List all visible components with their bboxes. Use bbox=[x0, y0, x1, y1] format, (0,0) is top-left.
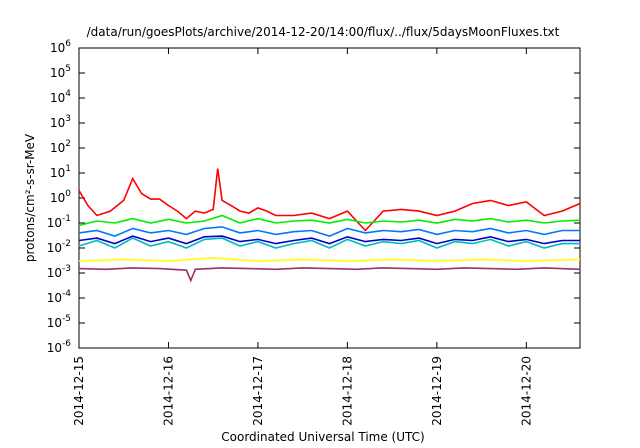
x-tick-label: 2014-12-19 bbox=[430, 356, 444, 426]
y-tick-label: 103 bbox=[50, 114, 71, 130]
series-line-6 bbox=[78, 267, 581, 283]
x-tick-label: 2014-12-15 bbox=[72, 356, 86, 426]
x-tick-label: 2014-12-16 bbox=[161, 356, 175, 426]
y-tick-label: 100 bbox=[50, 189, 71, 205]
x-axis-ticks: 2014-12-15 2014-12-16 2014-12-17 2014-12-18… bbox=[72, 48, 533, 426]
y-tick-label: 10-2 bbox=[47, 239, 71, 255]
y-tick-label: 10-1 bbox=[47, 214, 71, 230]
y-tick-label: 102 bbox=[50, 139, 71, 155]
y-tick-label: 106 bbox=[50, 39, 71, 55]
y-tick-label: 10-4 bbox=[47, 289, 72, 305]
y-tick-label: 104 bbox=[50, 89, 71, 105]
x-tick-label: 2014-12-17 bbox=[251, 356, 265, 426]
chart-title: /data/run/goesPlots/archive/2014-12-20/1… bbox=[87, 25, 560, 39]
y-tick-label: 10-5 bbox=[47, 314, 71, 330]
x-tick-label: 2014-12-18 bbox=[340, 356, 354, 426]
series-line-5 bbox=[78, 257, 581, 262]
series-line-2 bbox=[78, 226, 580, 237]
y-tick-label: 105 bbox=[50, 64, 71, 80]
y-tick-label: 10-3 bbox=[47, 264, 71, 280]
plot-area bbox=[78, 47, 581, 349]
y-tick-label: 101 bbox=[50, 164, 71, 180]
series-line-4 bbox=[78, 235, 580, 245]
chart-series bbox=[78, 168, 581, 283]
x-tick-label: 2014-12-20 bbox=[519, 356, 533, 426]
series-line-3 bbox=[78, 237, 580, 249]
y-tick-label: 10-6 bbox=[47, 339, 72, 355]
series-line-1 bbox=[78, 214, 581, 227]
x-axis-label: Coordinated Universal Time (UTC) bbox=[221, 430, 424, 444]
y-axis-ticks: 10-6 10-5 10-4 10-3 10-2 10-1 100 101 102 103 104 1… bbox=[47, 39, 580, 355]
y-axis-label: protons/cm²-s-sr-MeV bbox=[23, 133, 37, 262]
series-line-0 bbox=[78, 168, 581, 232]
